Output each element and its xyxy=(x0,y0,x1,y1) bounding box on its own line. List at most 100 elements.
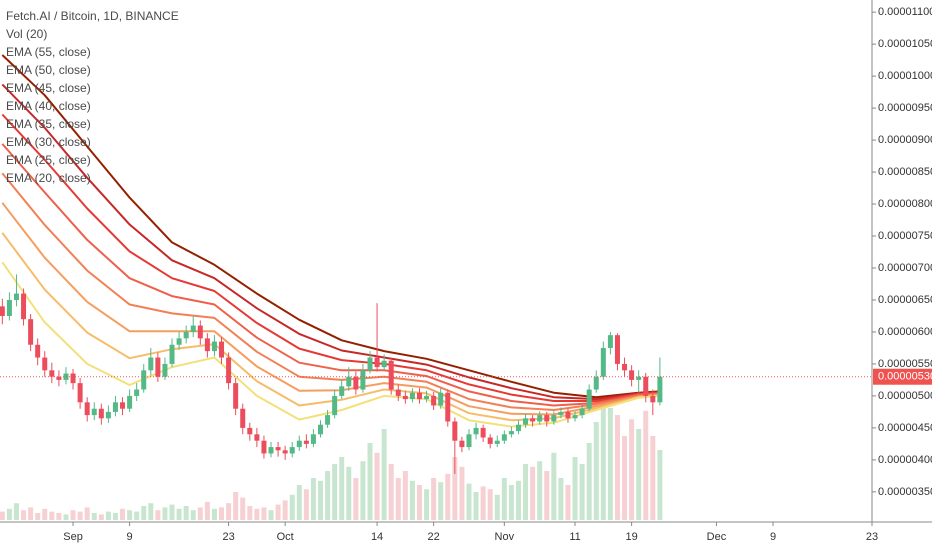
x-tick-label: Nov xyxy=(495,531,515,543)
candle-body xyxy=(360,370,366,390)
volume-bar xyxy=(155,510,161,520)
volume-bar xyxy=(466,483,472,520)
legend-entry: EMA (20, close) xyxy=(6,171,91,185)
candle-body xyxy=(42,357,48,371)
volume-bar xyxy=(579,464,585,520)
volume-bar xyxy=(6,508,12,520)
candle-body xyxy=(219,341,225,358)
volume-bar xyxy=(183,506,189,520)
y-tick-label: 0.00001100 xyxy=(878,6,932,18)
candle-body xyxy=(544,415,550,422)
volume-bar xyxy=(211,508,217,520)
volume-layer xyxy=(0,396,663,520)
volume-bar xyxy=(636,429,642,520)
candle-body xyxy=(353,376,359,390)
candle-body xyxy=(70,373,76,384)
candle-body xyxy=(155,357,161,377)
volume-bar xyxy=(657,450,663,520)
volume-bar xyxy=(416,485,422,520)
candle-body xyxy=(629,370,635,380)
candle-body xyxy=(515,424,521,432)
volume-bar xyxy=(282,500,288,520)
volume-bar xyxy=(226,503,232,520)
volume-bar xyxy=(35,513,41,520)
ema-line xyxy=(1,202,660,416)
last-price-tag xyxy=(873,368,932,385)
candle-body xyxy=(13,293,19,300)
volume-bar xyxy=(544,471,550,520)
candle-body xyxy=(211,341,217,352)
volume-bar xyxy=(508,485,514,520)
volume-bar xyxy=(374,452,380,520)
candle-body xyxy=(551,415,557,422)
volume-bar xyxy=(360,461,366,520)
candle-body xyxy=(162,363,168,377)
ema-layer xyxy=(1,54,660,428)
x-tick-label: Oct xyxy=(277,531,294,543)
candle-body xyxy=(28,319,34,345)
ema-line xyxy=(1,83,660,401)
chart-title: Fetch.AI / Bitcoin, 1D, BINANCE xyxy=(6,9,179,23)
candle-body xyxy=(607,335,613,348)
candle-body xyxy=(657,376,663,403)
volume-bar xyxy=(148,503,154,520)
volume-bar xyxy=(473,492,479,520)
candle-body xyxy=(35,344,41,358)
candle-body xyxy=(49,370,55,377)
volume-bar xyxy=(537,461,543,520)
volume-bar xyxy=(487,489,493,520)
volume-bar xyxy=(134,511,140,520)
volume-bar xyxy=(275,504,281,520)
y-tick-label: 0.00000950 xyxy=(878,102,932,114)
candle-body xyxy=(501,434,507,441)
candle-body xyxy=(459,440,465,448)
volume-bar xyxy=(49,511,55,520)
volume-bar xyxy=(247,506,253,520)
candle-body xyxy=(388,360,394,390)
y-tick-label: 0.00000350 xyxy=(878,486,932,498)
candle-body xyxy=(105,411,111,419)
candle-body xyxy=(593,376,599,390)
volume-bar xyxy=(325,471,331,520)
x-tick-label: 22 xyxy=(428,531,440,543)
candle-body xyxy=(247,427,253,435)
ema-line xyxy=(1,232,660,422)
candle-body xyxy=(346,376,352,387)
candle-body xyxy=(466,434,472,448)
candle-body xyxy=(226,357,232,384)
volume-bar xyxy=(431,478,437,520)
x-tick-label: 23 xyxy=(222,531,234,543)
volume-bar xyxy=(318,480,324,520)
volume-bar xyxy=(0,511,5,520)
candle-body xyxy=(572,415,578,419)
y-tick-label: 0.00000550 xyxy=(878,358,932,370)
candle-body xyxy=(586,389,592,409)
volume-bar xyxy=(268,510,274,520)
candle-body xyxy=(91,408,97,416)
volume-bar xyxy=(13,503,19,520)
legend-entry: EMA (40, close) xyxy=(6,99,91,113)
volume-bar xyxy=(254,508,260,520)
volume-bar xyxy=(91,513,97,520)
candle-body xyxy=(374,357,380,368)
volume-bar xyxy=(381,429,387,520)
candle-body xyxy=(622,363,628,371)
candle-body xyxy=(537,415,543,422)
legend-entry: EMA (55, close) xyxy=(6,45,91,59)
candle-body xyxy=(409,392,415,400)
candle-layer xyxy=(0,274,663,474)
volume-bar xyxy=(593,422,599,520)
y-tick-label: 0.00000700 xyxy=(878,262,932,274)
x-tick-label: Dec xyxy=(707,531,727,543)
last-price-label: 0.00000530 xyxy=(878,371,932,383)
candle-body xyxy=(445,392,451,422)
candle-body xyxy=(332,395,338,416)
candle-body xyxy=(424,395,430,400)
legend-volume: Vol (20) xyxy=(6,27,47,41)
x-tick-label: Sep xyxy=(63,531,83,543)
candle-body xyxy=(558,411,564,416)
candle-body xyxy=(487,437,493,444)
candle-body xyxy=(636,376,642,380)
volume-bar xyxy=(650,436,656,520)
